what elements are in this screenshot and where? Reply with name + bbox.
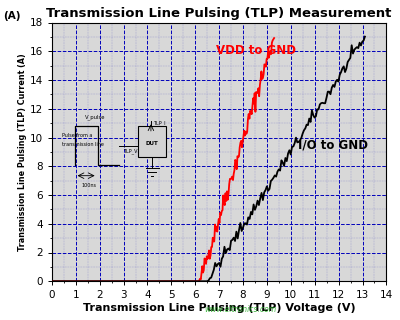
X-axis label: Transmission Line Pulsing (TLP) Voltage (V): Transmission Line Pulsing (TLP) Voltage … xyxy=(83,303,356,313)
Text: 100ns: 100ns xyxy=(81,182,96,188)
Text: V_pulse: V_pulse xyxy=(85,114,105,120)
Title: Transmission Line Pulsing (TLP) Measurement: Transmission Line Pulsing (TLP) Measurem… xyxy=(46,7,392,20)
Text: I/O to GND: I/O to GND xyxy=(298,139,368,152)
Text: TLP_I: TLP_I xyxy=(154,120,166,126)
Text: Pulse from a: Pulse from a xyxy=(62,133,92,138)
Text: TLP_V: TLP_V xyxy=(123,148,138,154)
Text: DUT: DUT xyxy=(146,140,158,146)
Text: VDD to GND: VDD to GND xyxy=(216,44,296,57)
Bar xyxy=(138,126,166,157)
Text: transmission line: transmission line xyxy=(62,142,104,147)
Text: www.eltronics.com: www.eltronics.com xyxy=(204,305,276,314)
Y-axis label: Transmission Line Pulsing (TLP) Current (A): Transmission Line Pulsing (TLP) Current … xyxy=(18,53,27,251)
Text: (A): (A) xyxy=(3,11,21,21)
